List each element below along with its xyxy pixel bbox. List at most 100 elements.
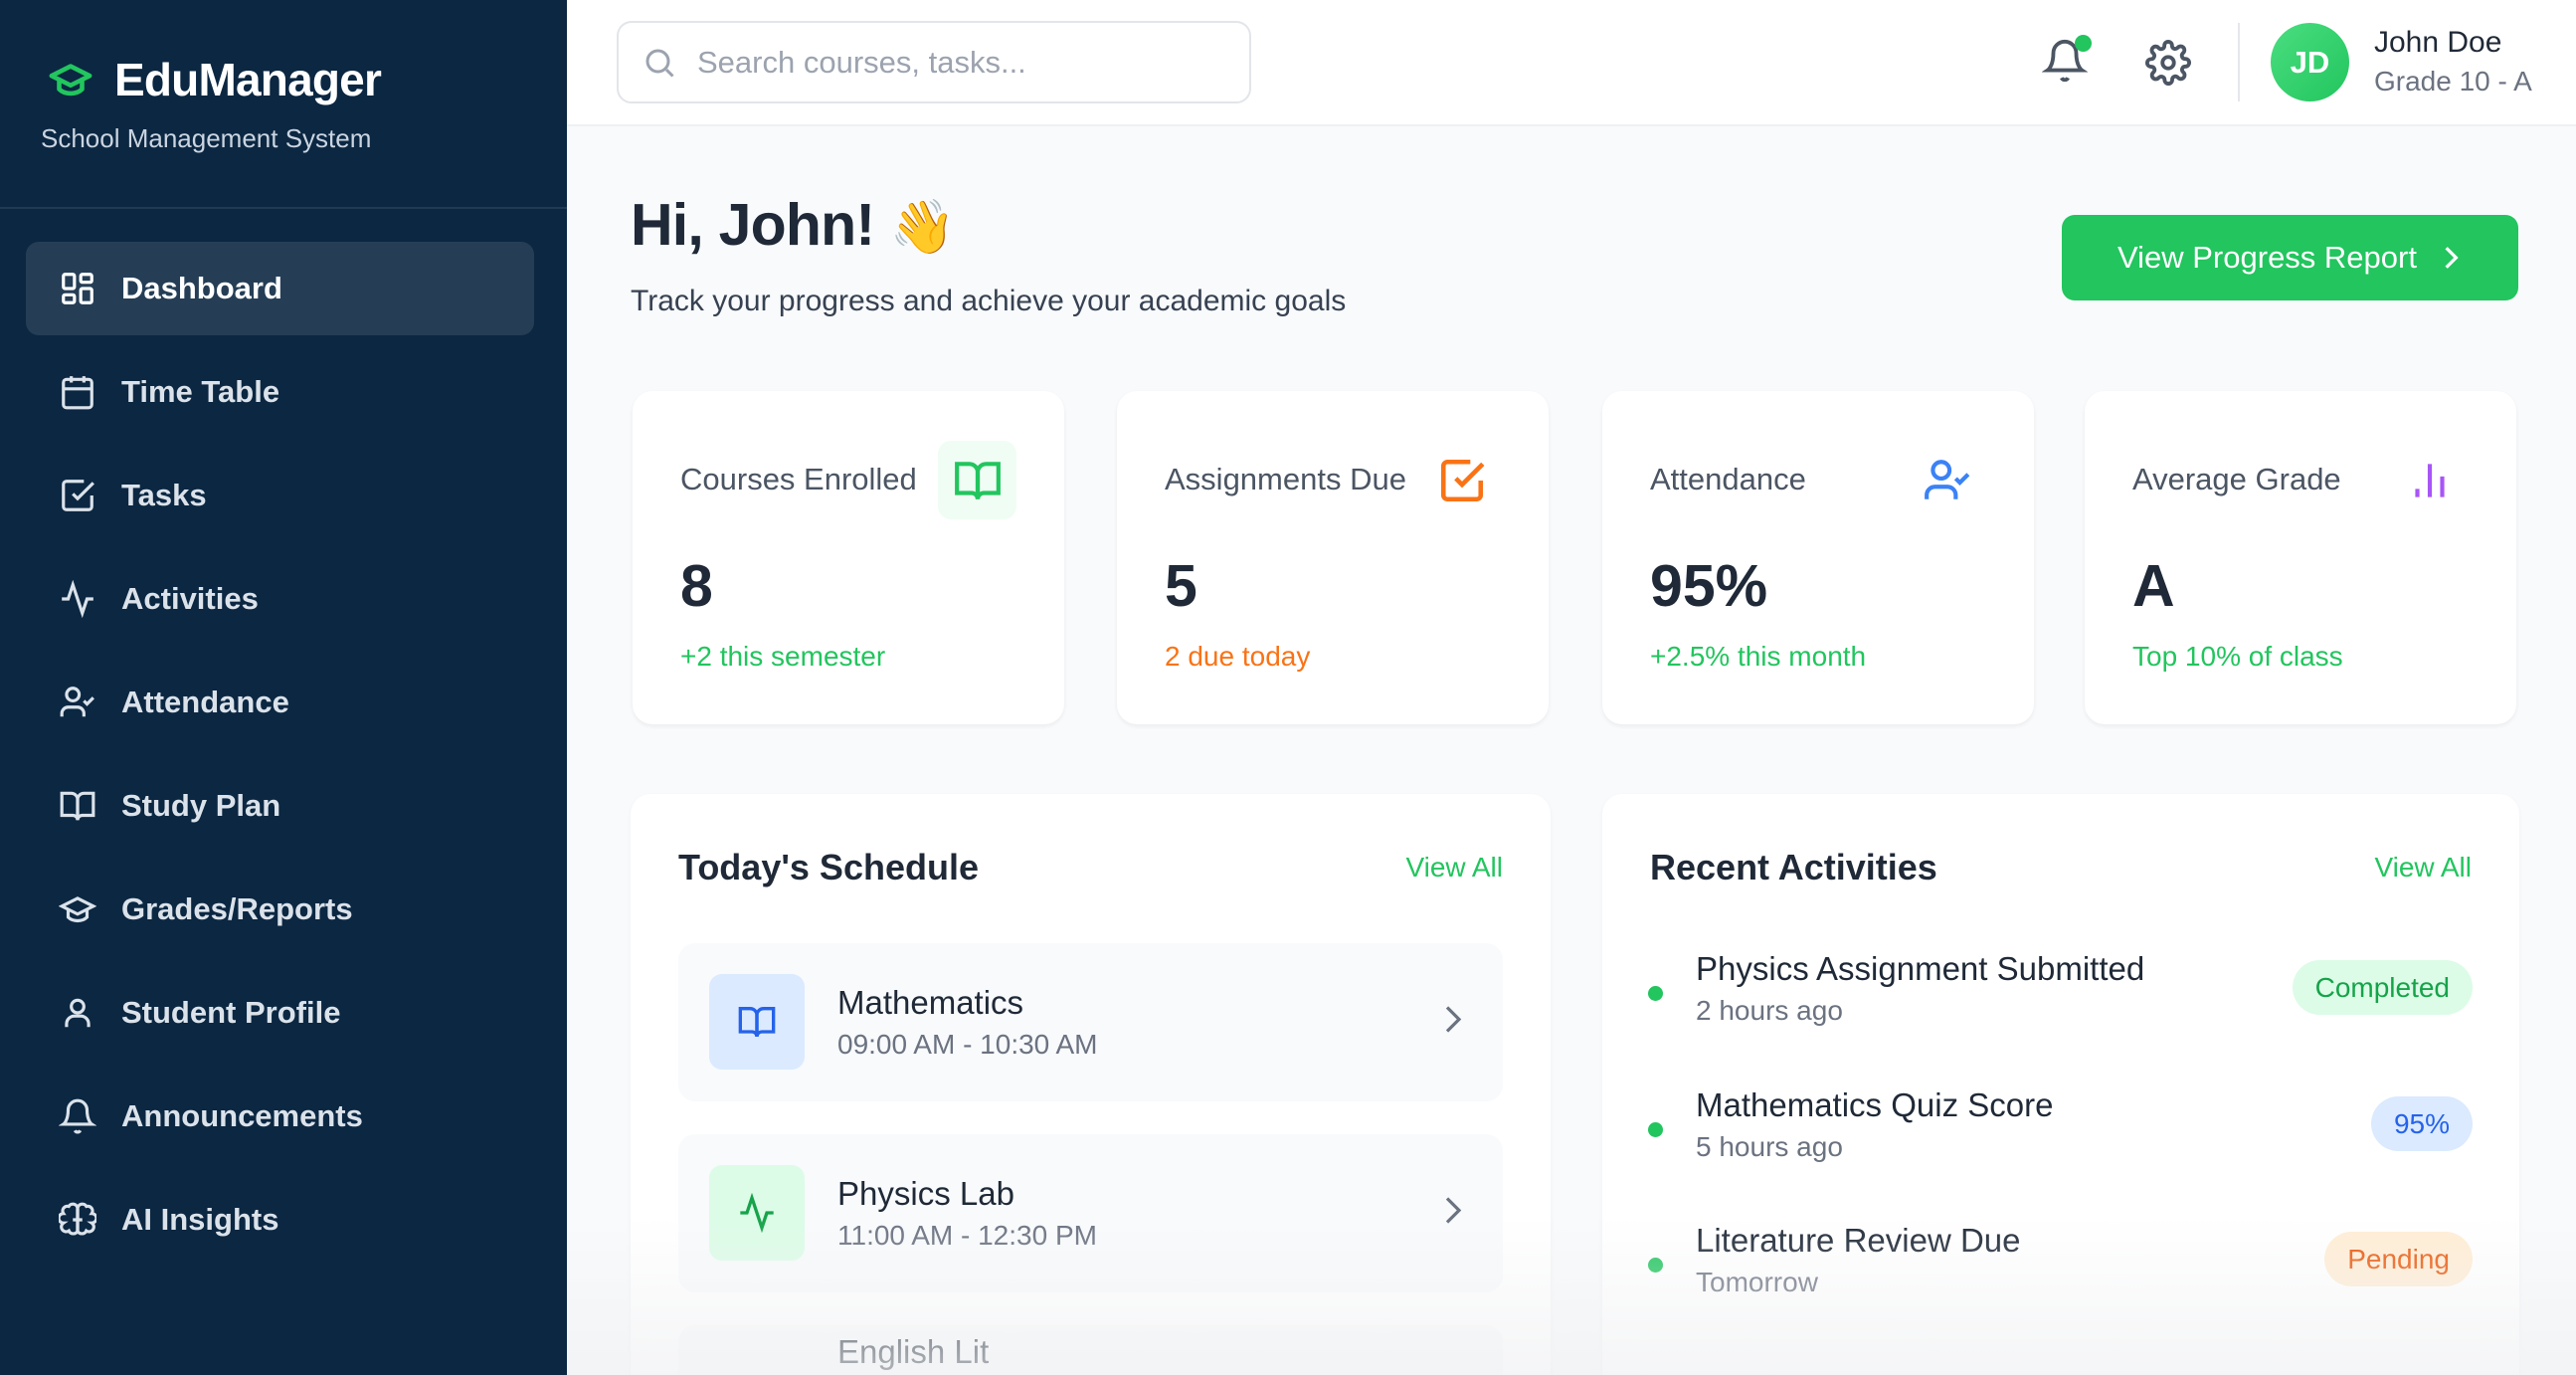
graduation-cap-icon [59,896,96,923]
gear-icon [2145,40,2191,86]
user-check-icon [60,687,94,717]
sidebar-item-announcements[interactable]: Announcements [26,1070,534,1163]
chevron-right-icon [1445,1006,1462,1033]
stat-sub: +2.5% this month [1650,641,1867,672]
status-dot [1648,986,1663,1001]
page-title: Hi, John! 👋 [631,191,956,259]
sidebar-item-label: Study Plan [121,788,281,823]
stat-value: 95% [1650,553,1768,619]
sidebar-item-label: Grades/Reports [121,891,353,926]
schedule-title: Physics Lab [837,1175,1014,1212]
sidebar-item-activities[interactable]: Activities [26,552,534,646]
dashboard-icon [62,273,93,304]
sidebar-item-label: Announcements [121,1098,363,1133]
stat-value: A [2132,553,2175,619]
activity-icon [62,580,93,618]
activity-item[interactable]: Physics Assignment Submitted 2 hours ago… [1648,950,2473,1049]
stat-card-courses[interactable]: Courses Enrolled 8 +2 this semester [633,391,1064,724]
sidebar-item-student-profile[interactable]: Student Profile [26,966,534,1060]
schedule-time: 11:00 AM - 12:30 PM [837,1220,1097,1251]
stat-card-assignments[interactable]: Assignments Due 5 2 due today [1117,391,1549,724]
activity-title: Physics Assignment Submitted [1696,950,2145,987]
user-name: John Doe [2374,26,2502,59]
sidebar: EduManager School Management System Dash… [0,0,567,1375]
sidebar-item-grades-reports[interactable]: Grades/Reports [26,863,534,956]
book-open-icon [938,441,1016,519]
stat-card-average-grade[interactable]: Average Grade A Top 10% of class [2085,391,2516,724]
search-input[interactable] [697,44,1224,81]
brain-icon [59,1202,96,1236]
sidebar-item-label: Time Table [121,374,280,409]
book-open-icon [60,791,95,821]
stat-label: Courses Enrolled [680,462,917,496]
sidebar-divider [0,207,567,209]
bell-icon [2041,40,2089,83]
user-icon [65,998,91,1028]
settings-button[interactable] [2145,40,2191,91]
graduation-cap-icon [49,64,92,97]
wave-emoji-icon: 👋 [889,198,956,257]
schedule-item[interactable]: English Lit [678,1325,1503,1375]
chevron-right-icon [1445,1197,1462,1224]
panel-title: Today's Schedule [678,847,979,887]
page-subtitle: Track your progress and achieve your aca… [631,285,1347,317]
sidebar-item-time-table[interactable]: Time Table [26,345,534,439]
activity-time: Tomorrow [1696,1267,1818,1297]
user-check-icon [1908,441,1986,519]
bar-chart-icon [2390,441,2469,519]
recent-activities-panel: Recent Activities View All Physics Assig… [1602,794,2519,1375]
stat-label: Attendance [1650,462,1806,496]
activities-view-all-link[interactable]: View All [2374,852,2472,883]
greeting-text: Hi, John! [631,192,875,258]
stat-label: Assignments Due [1165,462,1406,496]
sidebar-item-label: AI Insights [121,1202,279,1237]
schedule-item[interactable]: Physics Lab 11:00 AM - 12:30 PM [678,1134,1503,1292]
schedule-panel: Today's Schedule View All Mathematics 09… [631,794,1551,1375]
status-badge: Pending [2324,1232,2473,1286]
activity-title: Literature Review Due [1696,1222,2021,1259]
activity-item[interactable]: Literature Review Due Tomorrow Pending [1648,1222,2473,1320]
status-dot [1648,1122,1663,1137]
activity-title: Mathematics Quiz Score [1696,1086,2054,1123]
button-label: View Progress Report [2117,240,2417,275]
notification-dot [2075,35,2092,52]
sidebar-item-label: Dashboard [121,271,282,305]
stat-sub: 2 due today [1165,641,1311,672]
activity-item[interactable]: Mathematics Quiz Score 5 hours ago 95% [1648,1086,2473,1185]
stat-card-attendance[interactable]: Attendance 95% +2.5% this month [1602,391,2034,724]
sidebar-item-attendance[interactable]: Attendance [26,656,534,749]
avatar[interactable]: JD [2271,23,2349,101]
schedule-item[interactable]: Mathematics 09:00 AM - 10:30 AM [678,943,1503,1101]
notifications-button[interactable] [2041,35,2092,89]
status-dot [1648,1258,1663,1273]
schedule-time: 09:00 AM - 10:30 AM [837,1029,1098,1060]
chevron-right-icon [2445,247,2459,269]
schedule-view-all-link[interactable]: View All [1405,852,1503,883]
check-square-icon [1422,441,1501,519]
book-open-icon [709,974,805,1070]
bell-icon [59,1098,96,1134]
view-progress-report-button[interactable]: View Progress Report [2062,215,2518,300]
check-square-icon [62,480,94,511]
header-divider [2238,23,2240,101]
app-logo[interactable]: EduManager [43,53,382,106]
stat-value: 5 [1165,553,1197,619]
search-box[interactable] [617,21,1251,103]
sidebar-item-study-plan[interactable]: Study Plan [26,759,534,853]
stat-label: Average Grade [2132,462,2341,496]
activity-time: 5 hours ago [1696,1131,1843,1162]
stat-sub: Top 10% of class [2132,641,2343,672]
sidebar-item-ai-insights[interactable]: AI Insights [26,1173,534,1267]
app-name: EduManager [114,54,382,105]
sidebar-item-label: Tasks [121,478,207,512]
sidebar-item-label: Activities [121,581,259,616]
sidebar-item-dashboard[interactable]: Dashboard [26,242,534,335]
search-icon [645,49,674,78]
sidebar-item-tasks[interactable]: Tasks [26,449,534,542]
schedule-title: English Lit [837,1333,990,1370]
sidebar-item-label: Student Profile [121,995,341,1030]
stat-value: 8 [680,553,713,619]
sidebar-item-label: Attendance [121,685,289,719]
app-subtitle: School Management System [41,123,372,153]
